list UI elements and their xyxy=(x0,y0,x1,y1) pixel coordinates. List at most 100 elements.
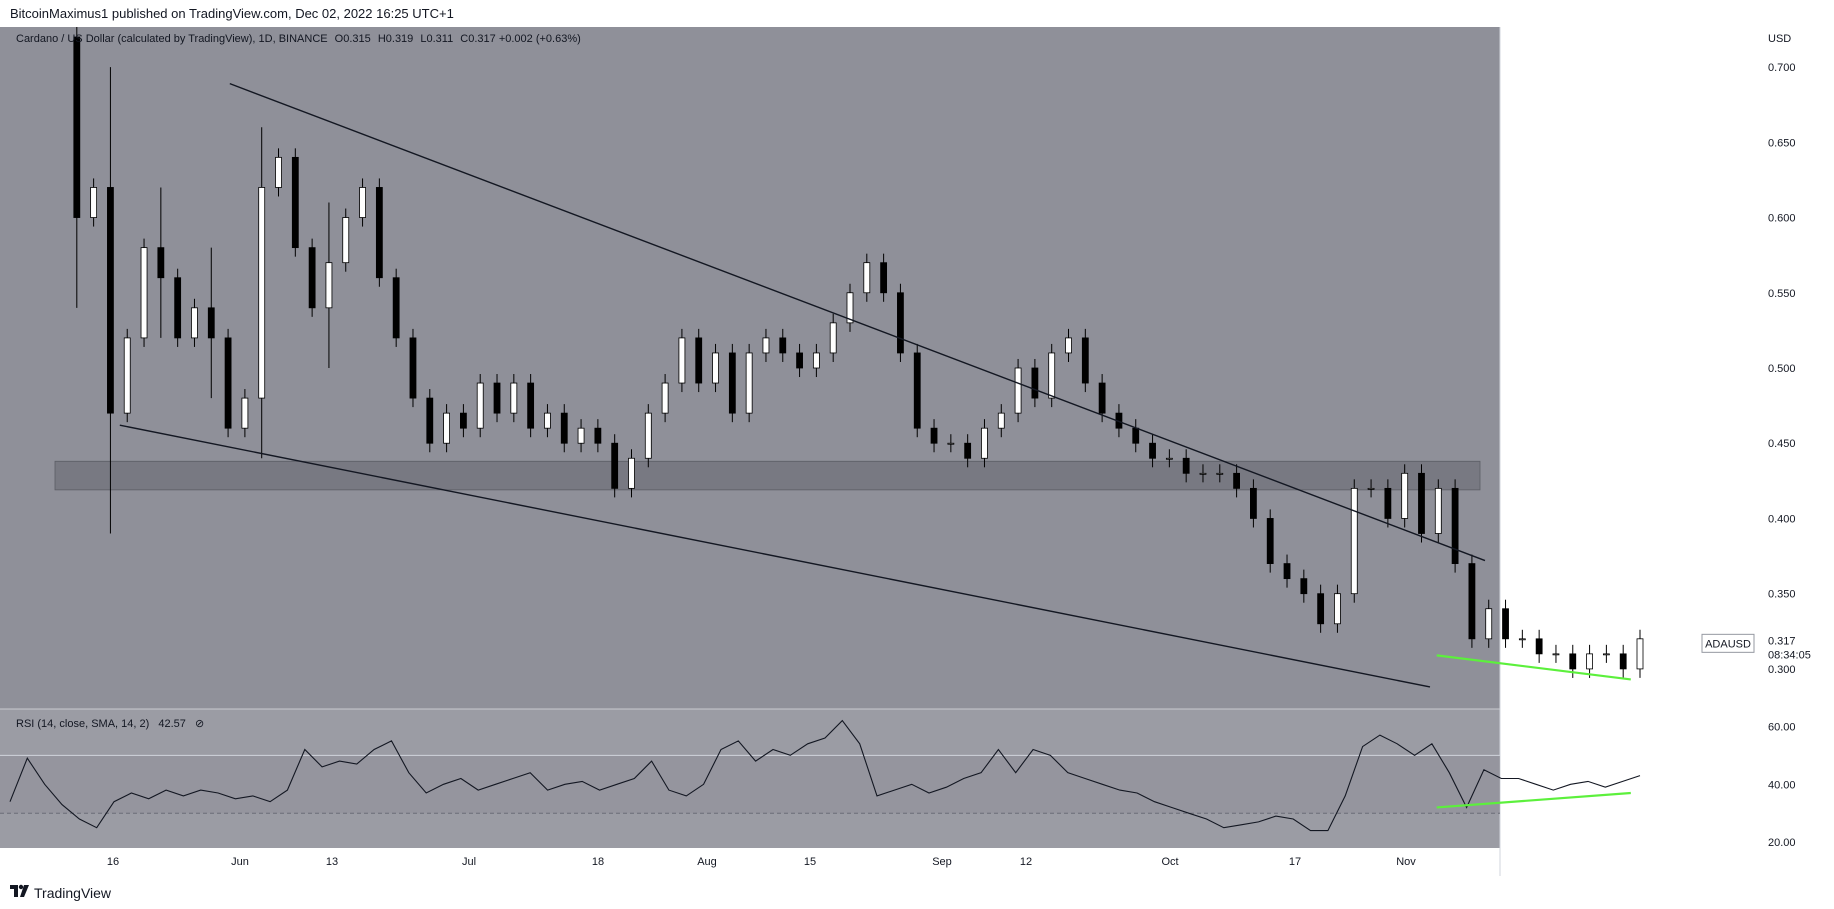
time-tick-label: Aug xyxy=(697,856,717,868)
candle-body xyxy=(443,412,450,444)
candle-body xyxy=(1098,382,1106,414)
symbol-legend: Cardano / US Dollar (calculated by Tradi… xyxy=(16,33,581,45)
candle-body xyxy=(90,187,98,218)
time-tick-label: Oct xyxy=(1161,856,1178,868)
candle-body xyxy=(291,156,299,249)
publish-header: BitcoinMaximus1 published on TradingView… xyxy=(0,0,1834,27)
low-label: L xyxy=(420,33,427,45)
candle-body xyxy=(1418,472,1425,534)
time-tick-label: Jun xyxy=(231,856,249,868)
candle-body xyxy=(1048,352,1056,399)
candle-body xyxy=(695,337,703,384)
candle-body xyxy=(1535,638,1543,655)
price-tick-label: 0.350 xyxy=(1768,589,1796,601)
symbol-tag-ticker: ADAUSD xyxy=(1705,638,1751,650)
rsi-tick-label: 40.00 xyxy=(1768,779,1796,791)
lower-trendline[interactable] xyxy=(119,424,1431,688)
candle-body xyxy=(460,412,467,429)
time-tick-label: 18 xyxy=(592,856,604,868)
candle-body xyxy=(392,277,400,339)
candle-body xyxy=(1250,487,1257,519)
candle-body xyxy=(796,352,803,369)
candle-body xyxy=(409,337,417,399)
price-axis-background xyxy=(1500,27,1834,876)
candle-body xyxy=(913,352,921,429)
close-value: 0.317 xyxy=(468,33,496,45)
time-tick-label: 13 xyxy=(326,856,338,868)
candle-body xyxy=(123,337,131,414)
candle-body xyxy=(191,307,198,339)
footer: TradingView xyxy=(0,876,1834,909)
candle-body xyxy=(224,337,232,429)
support-zone[interactable] xyxy=(54,460,1481,491)
open-label: O xyxy=(334,33,344,45)
candle-body xyxy=(1451,487,1459,564)
candle-body xyxy=(174,277,182,339)
candle-body xyxy=(1081,337,1089,384)
candle-body xyxy=(157,247,165,279)
candle-body xyxy=(644,412,652,459)
candle-body xyxy=(426,397,434,444)
candle-body xyxy=(577,427,585,444)
price-tick-label: 0.300 xyxy=(1768,664,1796,676)
chart-area[interactable]: 0.700 0.650 0.600 0.550 0.500 0.450 0.400 0.350… xyxy=(0,27,1834,876)
time-tick-label: 17 xyxy=(1289,856,1301,868)
candle-body xyxy=(325,262,333,309)
candle-body xyxy=(258,187,266,399)
candle-body xyxy=(1552,653,1560,656)
rsi-band-fill xyxy=(0,755,1500,814)
candle-body xyxy=(560,412,568,444)
publisher-line: BitcoinMaximus1 published on TradingView… xyxy=(10,6,454,21)
candle-body xyxy=(594,427,602,444)
candle-body xyxy=(1636,638,1644,670)
symbol-tag-box[interactable] xyxy=(1701,633,1755,653)
candle-body xyxy=(728,352,736,414)
candle-body xyxy=(1518,638,1526,641)
candle-body xyxy=(1434,487,1442,534)
symbol-tag-countdown: 08:34:05 xyxy=(1768,649,1811,661)
candle-body xyxy=(1350,487,1358,595)
candle-body xyxy=(964,442,972,459)
candle-body xyxy=(359,187,366,218)
candle-body xyxy=(1149,442,1156,459)
candle-body xyxy=(930,427,938,444)
candle-body xyxy=(1569,653,1577,670)
candle-body xyxy=(1065,337,1072,354)
price-divergence-line[interactable] xyxy=(1436,654,1631,681)
upper-trendline[interactable] xyxy=(229,82,1486,562)
time-tick-label: Nov xyxy=(1396,856,1416,868)
time-tick-label: 12 xyxy=(1020,856,1032,868)
rsi-title[interactable]: RSI (14, close, SMA, 14, 2) xyxy=(16,718,150,730)
candle-body xyxy=(947,442,955,445)
candle-body xyxy=(1619,653,1627,670)
candle-body xyxy=(1283,563,1291,580)
price-tick-label: 0.600 xyxy=(1768,213,1796,225)
candle-body xyxy=(1602,653,1610,656)
candle-body xyxy=(880,262,888,294)
candle-body xyxy=(762,337,770,354)
price-tick-label: 0.650 xyxy=(1768,137,1796,149)
candle-body xyxy=(981,427,988,459)
time-axis-background xyxy=(0,848,1500,876)
footer-brand: TradingView xyxy=(34,885,112,901)
candle-body xyxy=(207,307,215,339)
candle-body xyxy=(611,442,619,489)
rsi-divergence-line[interactable] xyxy=(1436,791,1631,809)
candle-body xyxy=(1401,472,1409,519)
open-value: 0.315 xyxy=(343,33,371,45)
rsi-tick-label: 20.00 xyxy=(1768,837,1796,849)
candle-body xyxy=(1266,518,1274,564)
candle-body xyxy=(1334,593,1341,625)
candle-body xyxy=(997,412,1005,429)
high-label: H xyxy=(377,33,386,45)
candle-body xyxy=(1216,472,1224,475)
candle-body xyxy=(1014,367,1022,414)
rsi-visibility-icon[interactable]: ⊘ xyxy=(194,718,205,730)
symbol-name[interactable]: Cardano / US Dollar (calculated by Tradi… xyxy=(16,33,328,45)
close-label: C xyxy=(460,33,469,45)
candle-body xyxy=(1485,608,1493,640)
rsi-line[interactable] xyxy=(9,719,1641,832)
candle-body xyxy=(527,382,535,429)
candle-body xyxy=(712,352,719,384)
candle-body xyxy=(510,382,518,414)
